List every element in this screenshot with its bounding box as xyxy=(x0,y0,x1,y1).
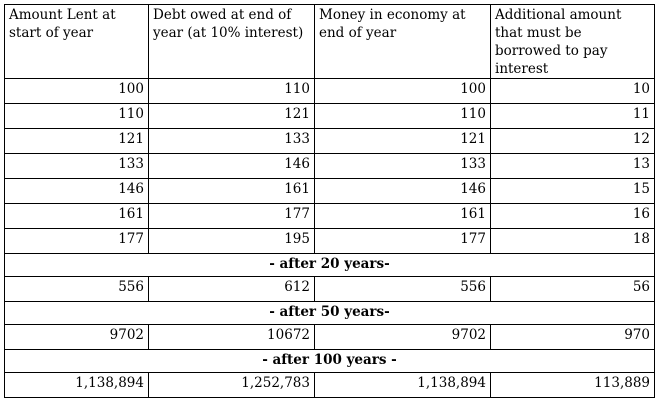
cell-additional-amount: 56 xyxy=(490,276,655,302)
cell-money-in-economy: 9702 xyxy=(314,324,491,350)
table-row-20-years: 556 612 556 56 xyxy=(4,276,655,302)
cell-additional-amount: 16 xyxy=(490,203,655,229)
header-amount-lent: Amount Lent at start of year xyxy=(4,4,149,79)
cell-additional-amount: 18 xyxy=(490,228,655,254)
cell-debt-owed: 121 xyxy=(148,103,315,129)
header-additional-amount: Additional amount that must be borrowed … xyxy=(490,4,655,79)
cell-amount-lent: 1,138,894 xyxy=(4,372,149,398)
header-debt-owed: Debt owed at end of year (at 10% interes… xyxy=(148,4,315,79)
cell-debt-owed: 195 xyxy=(148,228,315,254)
cell-debt-owed: 10672 xyxy=(148,324,315,350)
section-label-100-years: - after 100 years - xyxy=(4,349,655,373)
cell-debt-owed: 612 xyxy=(148,276,315,302)
cell-additional-amount: 12 xyxy=(490,128,655,154)
cell-money-in-economy: 161 xyxy=(314,203,491,229)
cell-money-in-economy: 556 xyxy=(314,276,491,302)
cell-debt-owed: 133 xyxy=(148,128,315,154)
cell-amount-lent: 133 xyxy=(4,153,149,179)
header-money-in-economy: Money in economy at end of year xyxy=(314,4,491,79)
cell-money-in-economy: 1,138,894 xyxy=(314,372,491,398)
cell-money-in-economy: 177 xyxy=(314,228,491,254)
cell-additional-amount: 11 xyxy=(490,103,655,129)
section-row-100-years: - after 100 years - xyxy=(4,349,655,373)
cell-amount-lent: 9702 xyxy=(4,324,149,350)
table-row: 146 161 146 15 xyxy=(4,178,655,204)
cell-money-in-economy: 146 xyxy=(314,178,491,204)
cell-amount-lent: 556 xyxy=(4,276,149,302)
debt-table: Amount Lent at start of year Debt owed a… xyxy=(4,4,655,398)
cell-amount-lent: 177 xyxy=(4,228,149,254)
table-row-100-years: 1,138,894 1,252,783 1,138,894 113,889 xyxy=(4,372,655,398)
cell-additional-amount: 15 xyxy=(490,178,655,204)
table-row: 110 121 110 11 xyxy=(4,103,655,129)
cell-additional-amount: 970 xyxy=(490,324,655,350)
header-row: Amount Lent at start of year Debt owed a… xyxy=(4,4,655,79)
cell-debt-owed: 177 xyxy=(148,203,315,229)
cell-additional-amount: 13 xyxy=(490,153,655,179)
table-row: 133 146 133 13 xyxy=(4,153,655,179)
cell-amount-lent: 121 xyxy=(4,128,149,154)
cell-debt-owed: 110 xyxy=(148,78,315,104)
table-row: 177 195 177 18 xyxy=(4,228,655,254)
cell-debt-owed: 161 xyxy=(148,178,315,204)
section-label-50-years: - after 50 years- xyxy=(4,301,655,325)
cell-money-in-economy: 133 xyxy=(314,153,491,179)
cell-amount-lent: 161 xyxy=(4,203,149,229)
cell-additional-amount: 113,889 xyxy=(490,372,655,398)
table-row: 121 133 121 12 xyxy=(4,128,655,154)
table-row-50-years: 9702 10672 9702 970 xyxy=(4,324,655,350)
section-row-20-years: - after 20 years- xyxy=(4,253,655,277)
cell-money-in-economy: 110 xyxy=(314,103,491,129)
cell-additional-amount: 10 xyxy=(490,78,655,104)
cell-money-in-economy: 100 xyxy=(314,78,491,104)
table-row: 100 110 100 10 xyxy=(4,78,655,104)
cell-amount-lent: 146 xyxy=(4,178,149,204)
cell-amount-lent: 110 xyxy=(4,103,149,129)
section-row-50-years: - after 50 years- xyxy=(4,301,655,325)
cell-debt-owed: 1,252,783 xyxy=(148,372,315,398)
section-label-20-years: - after 20 years- xyxy=(4,253,655,277)
cell-debt-owed: 146 xyxy=(148,153,315,179)
cell-amount-lent: 100 xyxy=(4,78,149,104)
table-row: 161 177 161 16 xyxy=(4,203,655,229)
cell-money-in-economy: 121 xyxy=(314,128,491,154)
